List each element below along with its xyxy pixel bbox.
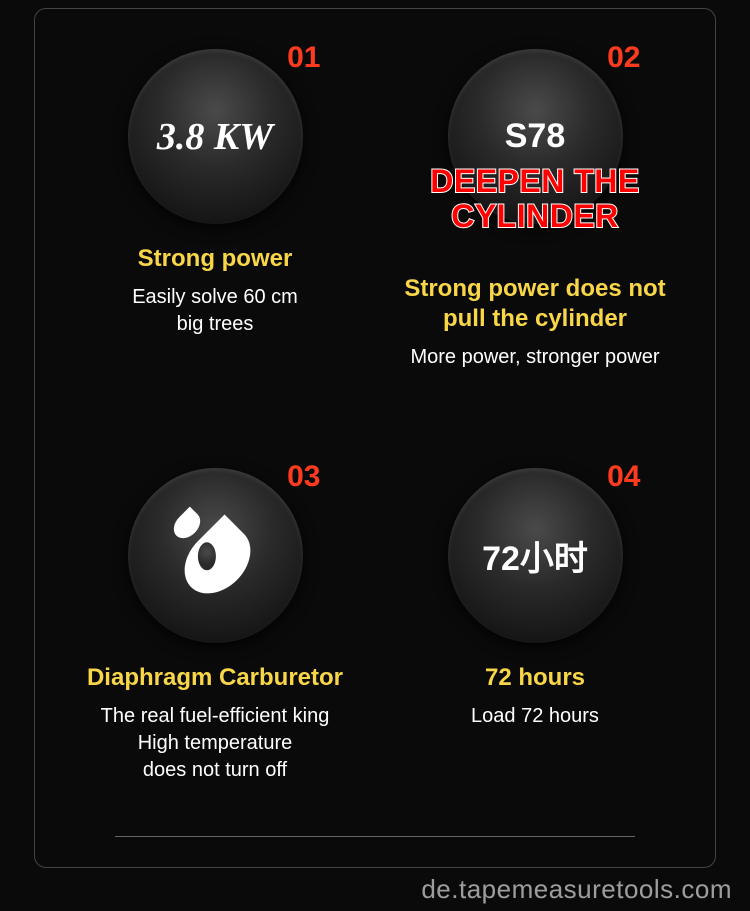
circle-wrap: 3.8 KW 01 — [128, 49, 303, 224]
circle-content: S78 — [505, 117, 566, 156]
badge-number: 02 — [607, 41, 640, 75]
badge-number: 04 — [607, 460, 640, 494]
badge-number: 01 — [287, 41, 320, 75]
feature-item-01: 3.8 KW 01 Strong power Easily solve 60 c… — [65, 49, 365, 418]
feature-desc: The real fuel-efficient kingHigh tempera… — [101, 703, 330, 784]
badge-number: 03 — [287, 460, 320, 494]
circle-content: 72小时 — [482, 531, 588, 580]
feature-title: Strong power — [138, 244, 293, 274]
circle-wrap: 72小时 04 — [448, 468, 623, 643]
feature-desc: More power, stronger power — [410, 344, 659, 371]
feature-item-03: 03 Diaphragm Carburetor The real fuel-ef… — [65, 468, 365, 837]
feature-circle: 3.8 KW — [128, 49, 303, 224]
overlay-callout: DEEPEN THE CYLINDER — [385, 164, 685, 234]
watermark: de.tapemeasuretools.com — [421, 874, 732, 905]
feature-grid: 3.8 KW 01 Strong power Easily solve 60 c… — [65, 49, 685, 837]
feature-desc: Load 72 hours — [471, 703, 599, 730]
divider — [115, 836, 635, 837]
circle-content: 3.8 KW — [157, 115, 273, 159]
feature-panel: 3.8 KW 01 Strong power Easily solve 60 c… — [34, 8, 716, 868]
feature-title: Strong power does not pull the cylinder — [385, 274, 685, 334]
feature-circle — [128, 468, 303, 643]
feature-title: 72 hours — [485, 663, 585, 693]
water-drop-icon — [180, 508, 250, 603]
feature-item-02: S78 02 DEEPEN THE CYLINDER Strong power … — [385, 49, 685, 418]
feature-item-04: 72小时 04 72 hours Load 72 hours — [385, 468, 685, 837]
circle-wrap: 03 — [128, 468, 303, 643]
feature-title: Diaphragm Carburetor — [87, 663, 343, 693]
feature-circle: 72小时 — [448, 468, 623, 643]
feature-desc: Easily solve 60 cmbig trees — [132, 284, 298, 338]
